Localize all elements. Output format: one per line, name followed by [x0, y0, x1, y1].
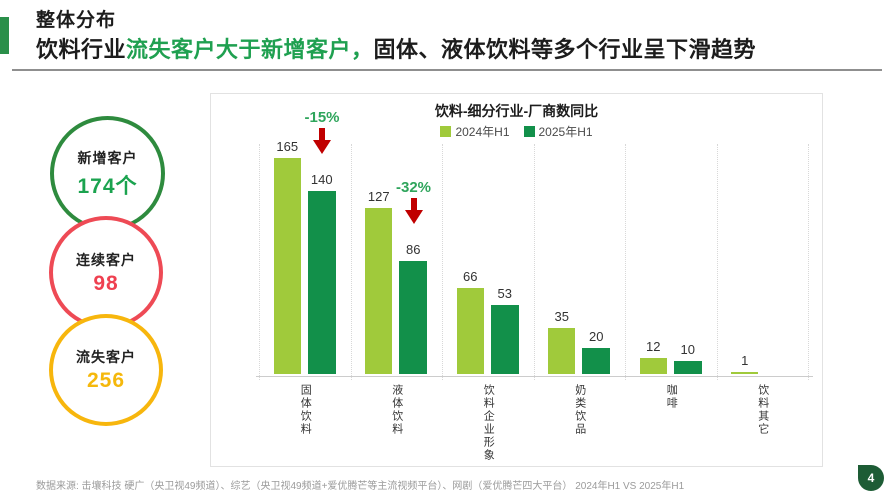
vertical-gridline — [442, 144, 443, 380]
red-down-arrow-icon — [313, 128, 331, 154]
bar-value-label: 165 — [276, 139, 299, 154]
bar-group-3: 66 53 — [442, 269, 534, 374]
x-axis-label: 咖啡 — [665, 384, 678, 410]
legend-swatch-2025 — [523, 126, 535, 137]
bar-2025年H1-固体饮料 — [307, 191, 336, 374]
bar-2024年H1-固体饮料 — [273, 158, 301, 374]
vertical-gridline — [808, 144, 809, 380]
x-axis-label-wrap: 咖啡 — [625, 384, 717, 415]
annotation-percent-label: -15% — [304, 109, 340, 126]
page-number-badge: 4 — [858, 465, 884, 491]
bar-wrap: 53 — [490, 286, 519, 374]
bar-value-label: 140 — [310, 172, 333, 187]
subtitle-prefix: 饮料行业 — [36, 37, 127, 62]
vertical-gridline — [625, 144, 626, 380]
bar-group-5: 12 10 — [625, 339, 717, 374]
x-axis-label-wrap: 饮料企业形象 — [442, 384, 534, 467]
x-axis-label-wrap: 奶类饮品 — [534, 384, 626, 441]
bar-2024年H1-奶类饮品 — [548, 328, 576, 374]
bar-wrap: 1 — [731, 353, 759, 374]
chart-panel: 饮料-细分行业-厂商数同比 2024年H1 2025年H1 165 140 固体饮料… — [210, 93, 823, 467]
bar-value-label: 12 — [646, 339, 661, 354]
chart-legend: 2024年H1 2025年H1 — [211, 123, 822, 140]
bar-2024年H1-饮料其它 — [731, 372, 759, 374]
page-title: 整体分布 — [36, 10, 117, 31]
stat-circle-new-customers: 新增客户 174个 — [50, 116, 165, 231]
bar-value-label: 35 — [554, 309, 569, 324]
x-axis-label: 饮料其它 — [756, 384, 769, 436]
x-axis-label: 饮料企业形象 — [482, 384, 495, 462]
bar-wrap: 20 — [582, 329, 611, 374]
x-axis-label-wrap: 液体饮料 — [351, 384, 443, 441]
subtitle-highlight: 流失客户大于新增客户， — [126, 37, 374, 62]
legend-label: 2025年H1 — [538, 125, 593, 139]
vertical-gridline — [350, 144, 352, 380]
bar-2025年H1-奶类饮品 — [582, 348, 611, 374]
page-subtitle: 饮料行业流失客户大于新增客户，固体、液体饮料等多个行业呈下滑趋势 — [36, 32, 756, 64]
vertical-gridline — [259, 144, 260, 380]
bar-2025年H1-饮料企业形象 — [490, 305, 519, 374]
chart-title: 饮料-细分行业-厂商数同比 — [434, 103, 599, 119]
vertical-gridline — [716, 144, 718, 380]
stat-circle-continuing-customers: 连续客户 98 — [49, 216, 163, 329]
bar-wrap: 10 — [673, 342, 702, 374]
bar-value-label: 86 — [406, 242, 421, 257]
bar-wrap: 35 — [548, 309, 576, 374]
annotation-percent-label: -32% — [395, 179, 432, 196]
title-accent-bar — [0, 17, 9, 54]
legend-swatch-2024 — [440, 126, 452, 137]
bar-value-label: 127 — [367, 189, 390, 204]
x-axis-label-wrap: 饮料其它 — [717, 384, 809, 441]
stat-label: 流失客户 — [76, 349, 136, 365]
bar-wrap: 165 — [273, 139, 301, 374]
red-down-arrow-icon — [404, 198, 423, 224]
stat-value: 256 — [86, 369, 126, 392]
bar-wrap: 66 — [456, 269, 484, 374]
legend-item-2025: 2025年H1 — [523, 123, 593, 140]
bar-group-6: 1 — [717, 353, 809, 374]
x-axis-line — [256, 376, 813, 377]
bar-value-label: 53 — [497, 286, 512, 301]
annotation--32%: -32% — [379, 179, 449, 224]
x-axis-label: 液体饮料 — [390, 384, 403, 436]
bar-group-4: 35 20 — [534, 309, 626, 374]
bar-group-2: 127 86 — [351, 189, 443, 374]
bar-2025年H1-咖啡 — [673, 361, 702, 374]
bar-2024年H1-咖啡 — [639, 358, 667, 374]
stat-label: 新增客户 — [77, 149, 138, 166]
bar-value-label: 20 — [589, 329, 604, 344]
legend-item-2024: 2024年H1 — [440, 123, 510, 140]
bar-2024年H1-液体饮料 — [365, 208, 393, 374]
bar-value-label: 1 — [741, 353, 749, 368]
stat-value: 174个 — [77, 174, 138, 198]
data-source-note: 数据来源: 击壤科技 硬广（央卫视49频道）、综艺（央卫视49频道+爱优腾芒等主… — [36, 481, 685, 492]
subtitle-suffix: 固体、液体饮料等多个行业呈下滑趋势 — [373, 37, 757, 62]
legend-label: 2024年H1 — [455, 125, 510, 139]
bar-wrap: 127 — [365, 189, 393, 374]
bar-group-1: 165 140 — [259, 139, 351, 374]
bar-wrap: 86 — [399, 242, 428, 374]
bar-value-label: 10 — [680, 342, 695, 357]
bar-2025年H1-液体饮料 — [399, 261, 428, 374]
stat-value: 98 — [93, 271, 119, 295]
x-axis-label-wrap: 固体饮料 — [259, 384, 351, 441]
bar-2024年H1-饮料企业形象 — [456, 288, 484, 374]
vertical-gridline — [533, 144, 535, 380]
header-divider — [12, 69, 882, 71]
annotation--15%: -15% — [287, 109, 357, 154]
stat-circle-lost-customers: 流失客户 256 — [49, 314, 163, 426]
bar-wrap: 12 — [639, 339, 667, 374]
bar-value-label: 66 — [463, 269, 478, 284]
stat-label: 连续客户 — [76, 251, 136, 268]
bar-wrap: 140 — [307, 172, 336, 374]
x-axis-label: 固体饮料 — [299, 384, 312, 436]
x-axis-label: 奶类饮品 — [573, 384, 586, 436]
